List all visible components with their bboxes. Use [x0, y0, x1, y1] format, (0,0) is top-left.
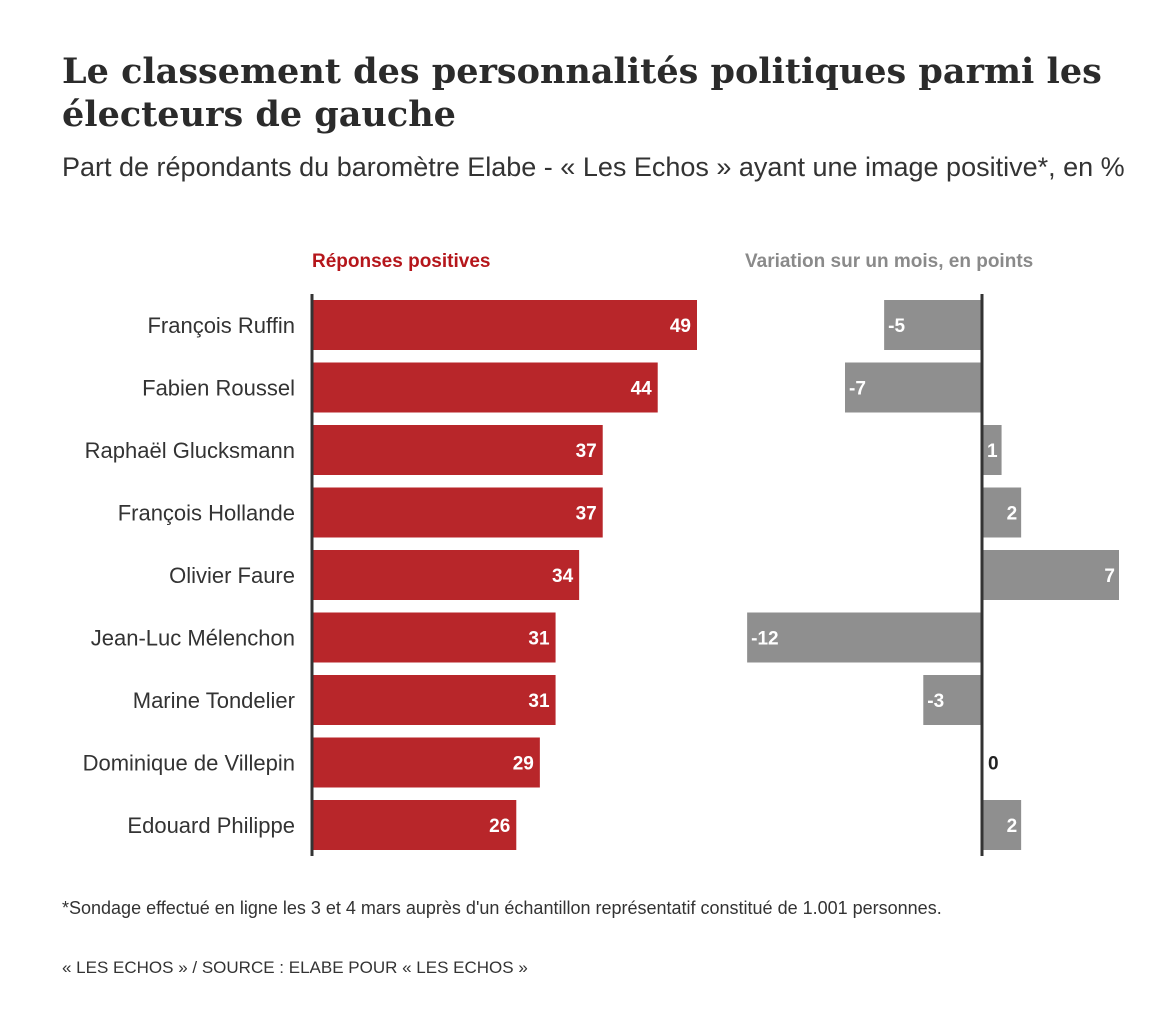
positive-value-label-marine-tondelier: 31 [528, 691, 550, 712]
variation-bar-olivier-faure [982, 550, 1119, 600]
variation-bar-jean-luc-melenchon [747, 612, 982, 663]
variation-bar-francois-ruffin [884, 300, 982, 350]
positive-bar-raphael-glucksmann [312, 425, 603, 475]
category-label-edouard-philippe: Edouard Philippe [127, 813, 295, 838]
footnote: *Sondage effectué en ligne les 3 et 4 ma… [62, 898, 942, 918]
category-labels: François Ruffin Fabien Roussel Raphaël Glu… [83, 313, 295, 838]
category-label-raphael-glucksmann: Raphaël Glucksmann [85, 438, 295, 463]
category-label-fabien-roussel: Fabien Roussel [142, 376, 295, 401]
positive-bar-francois-ruffin [312, 300, 697, 350]
variation-bars: -5 -7 1 2 7 -12 -3 0 2 [747, 300, 1119, 850]
positive-bar-olivier-faure [312, 550, 580, 600]
variation-value-label-fabien-roussel: -7 [849, 379, 866, 400]
variation-value-label-francois-ruffin: -5 [888, 316, 905, 337]
variation-value-label-olivier-faure: 7 [1104, 566, 1115, 587]
source-credit: « LES ECHOS » / SOURCE : ELABE POUR « LE… [62, 958, 528, 977]
category-label-francois-hollande: François Hollande [118, 501, 295, 526]
positive-bars: 49 44 37 37 34 31 31 29 26 [312, 300, 697, 850]
category-label-olivier-faure: Olivier Faure [169, 563, 295, 588]
positive-bar-edouard-philippe [312, 800, 517, 850]
variation-bar-marine-tondelier [923, 675, 982, 725]
category-label-jean-luc-melenchon: Jean-Luc Mélenchon [91, 626, 295, 651]
category-label-marine-tondelier: Marine Tondelier [133, 688, 295, 713]
positive-value-label-fabien-roussel: 44 [631, 379, 653, 400]
positive-value-label-raphael-glucksmann: 37 [576, 441, 597, 462]
variation-value-label-dominique-de-villepin: 0 [988, 754, 999, 775]
variation-value-label-marine-tondelier: -3 [927, 691, 944, 712]
positive-bar-marine-tondelier [312, 675, 556, 725]
positive-bar-francois-hollande [312, 487, 603, 538]
positive-value-label-olivier-faure: 34 [552, 566, 574, 587]
positive-value-label-edouard-philippe: 26 [489, 816, 510, 837]
variation-bar-edouard-philippe [982, 800, 1022, 850]
positive-value-label-dominique-de-villepin: 29 [513, 754, 534, 775]
positive-value-label-francois-hollande: 37 [576, 504, 597, 525]
variation-value-label-raphael-glucksmann: 1 [987, 441, 998, 462]
variation-value-label-jean-luc-melenchon: -12 [751, 629, 778, 650]
positive-bar-fabien-roussel [312, 362, 658, 413]
variation-bar-fabien-roussel [845, 362, 982, 413]
positive-bar-jean-luc-melenchon [312, 612, 556, 663]
positive-bar-dominique-de-villepin [312, 737, 540, 788]
variation-value-label-edouard-philippe: 2 [1007, 816, 1018, 837]
variation-title: Variation sur un mois, en points [745, 251, 1034, 272]
chart-area: François Ruffin Fabien Roussel Raphaël Glu… [83, 294, 1119, 856]
positive-value-label-francois-ruffin: 49 [670, 316, 691, 337]
positive-responses-title: Réponses positives [312, 251, 491, 272]
chart-subtitle: Part de répondants du baromètre Elabe - … [62, 152, 1125, 182]
category-label-francois-ruffin: François Ruffin [147, 313, 295, 338]
positive-value-label-jean-luc-melenchon: 31 [528, 629, 550, 650]
variation-bar-raphael-glucksmann [982, 425, 1002, 475]
variation-bar-francois-hollande [982, 487, 1022, 538]
variation-value-label-francois-hollande: 2 [1007, 504, 1018, 525]
chart-title: Le classement des personnalités politiqu… [62, 51, 1102, 135]
category-label-dominique-de-villepin: Dominique de Villepin [83, 751, 295, 776]
